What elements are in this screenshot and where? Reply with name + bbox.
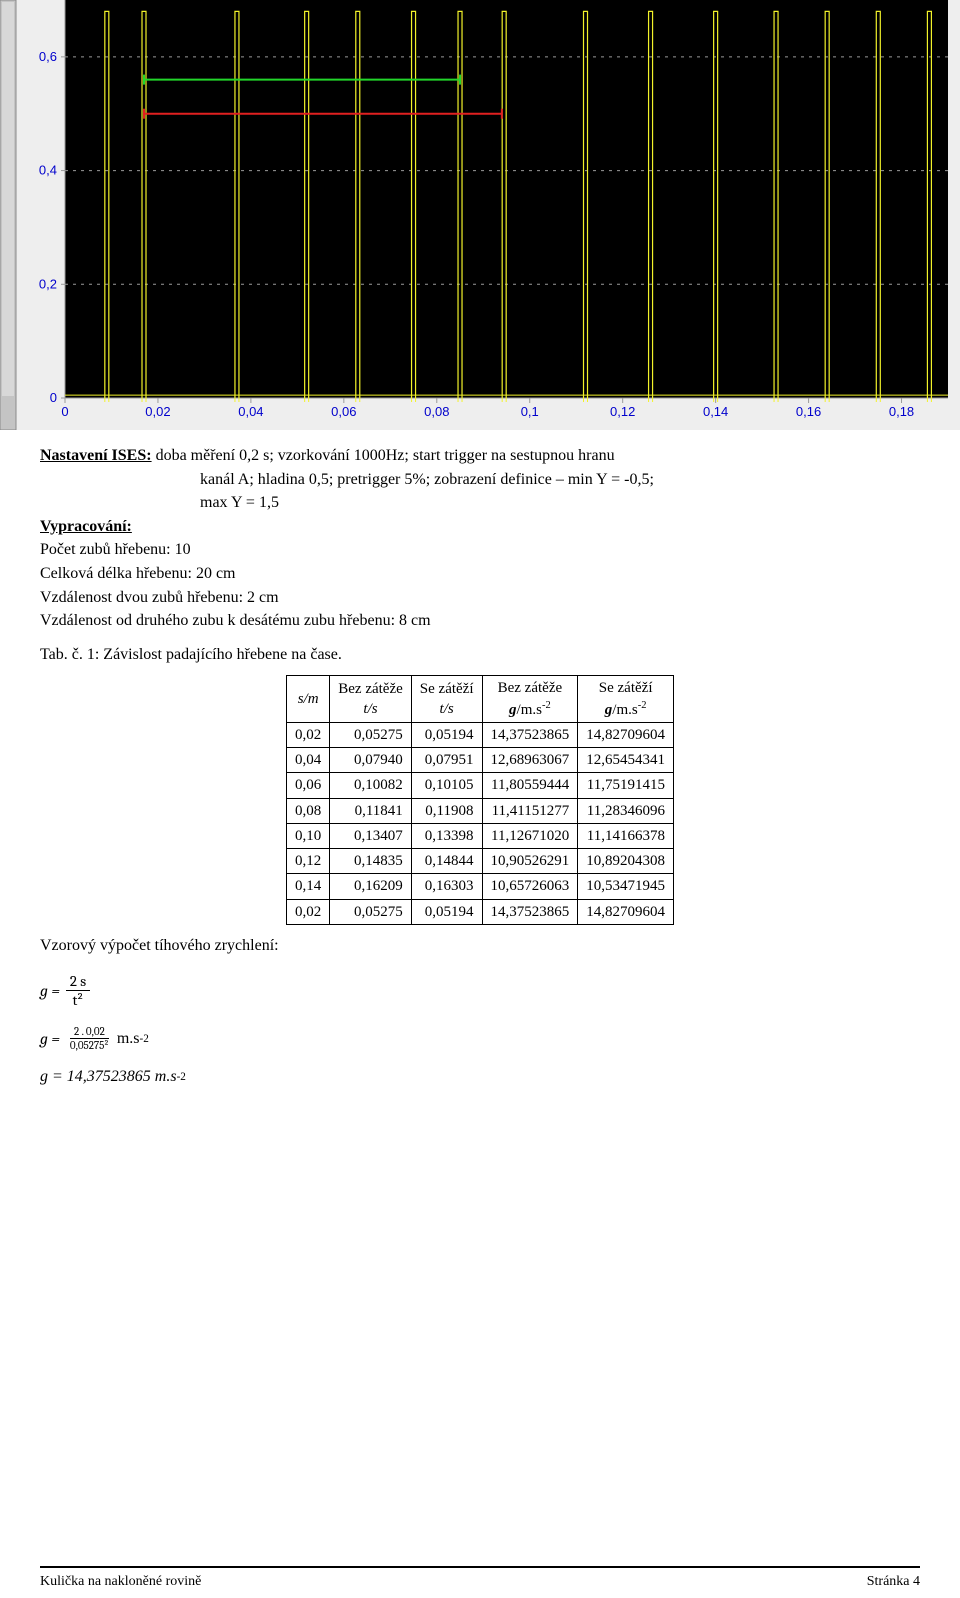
svg-text:0,16: 0,16 [796,404,821,419]
formula-g-numeric: g = 2 . 0,02 0,05275² m.s-2 [40,1025,920,1052]
footer-page: Stránka 4 [867,1574,920,1590]
svg-text:0,12: 0,12 [610,404,635,419]
svg-text:0,02: 0,02 [145,404,170,419]
table-row: 0,120,148350,1484410,9052629110,89204308 [287,849,674,874]
table-row: 0,020,052750,0519414,3752386514,82709604 [287,899,674,924]
param-1: Počet zubů hřebenu: 10 [40,539,920,561]
oscilloscope-chart: 0,6 0,4 0,2 00 0,02 0,04 0,06 0,08 0,1 0,12 0,14 0,… [0,0,960,435]
svg-text:0: 0 [61,404,68,419]
col-g1-header: Bez zátěže g/m.s-2 [482,676,578,723]
svg-text:0,08: 0,08 [424,404,449,419]
svg-text:0,06: 0,06 [331,404,356,419]
svg-text:0,14: 0,14 [703,404,728,419]
col-s-header: s/m [287,676,330,723]
svg-text:0,4: 0,4 [39,163,57,178]
footer-title: Kulička na nakloněné rovině [40,1574,201,1590]
col-g2-header: Se zátěží g/m.s-2 [578,676,674,723]
table-row: 0,140,162090,1630310,6572606310,53471945 [287,874,674,899]
settings-line-3: max Y = 1,5 [40,492,920,514]
vypracovani-heading: Vypracování: [40,516,920,538]
settings-line: Nastavení ISES: doba měření 0,2 s; vzork… [40,445,920,467]
vzorovy-label: Vzorový výpočet tíhového zrychlení: [40,935,920,957]
svg-text:0,04: 0,04 [238,404,263,419]
svg-text:0,1: 0,1 [521,404,539,419]
page-footer: Kulička na nakloněné rovině Stránka 4 [40,1574,920,1590]
table-row: 0,080,118410,1190811,4115127711,28346096 [287,798,674,823]
svg-text:0: 0 [50,390,57,405]
table-row: 0,100,134070,1339811,1267102011,14166378 [287,823,674,848]
svg-text:0,6: 0,6 [39,49,57,64]
settings-line-2: kanál A; hladina 0,5; pretrigger 5%; zob… [40,469,920,491]
col-t2-header: Se zátěží t/s [411,676,482,723]
formula-g-general: g = 2 s t² [40,972,920,1009]
col-t1-header: Bez zátěže t/s [330,676,412,723]
table-caption: Tab. č. 1: Závislost padajícího hřebene … [40,644,920,666]
footer-rule [40,1566,920,1568]
svg-text:0,18: 0,18 [889,404,914,419]
data-table: s/m Bez zátěže t/s Se zátěží t/s Bez zát… [286,675,674,925]
table-row: 0,020,052750,0519414,3752386514,82709604 [287,722,674,747]
param-4: Vzdálenost od druhého zubu k desátému zu… [40,610,920,632]
table-row: 0,040,079400,0795112,6896306712,65454341 [287,748,674,773]
formula-g-result: g = 14,37523865 m.s-2 [40,1068,920,1086]
svg-text:0,2: 0,2 [39,276,57,291]
settings-label: Nastavení ISES: [40,447,152,464]
table-row: 0,060,100820,1010511,8055944411,75191415 [287,773,674,798]
param-2: Celková délka hřebenu: 20 cm [40,563,920,585]
param-3: Vzdálenost dvou zubů hřebenu: 2 cm [40,587,920,609]
